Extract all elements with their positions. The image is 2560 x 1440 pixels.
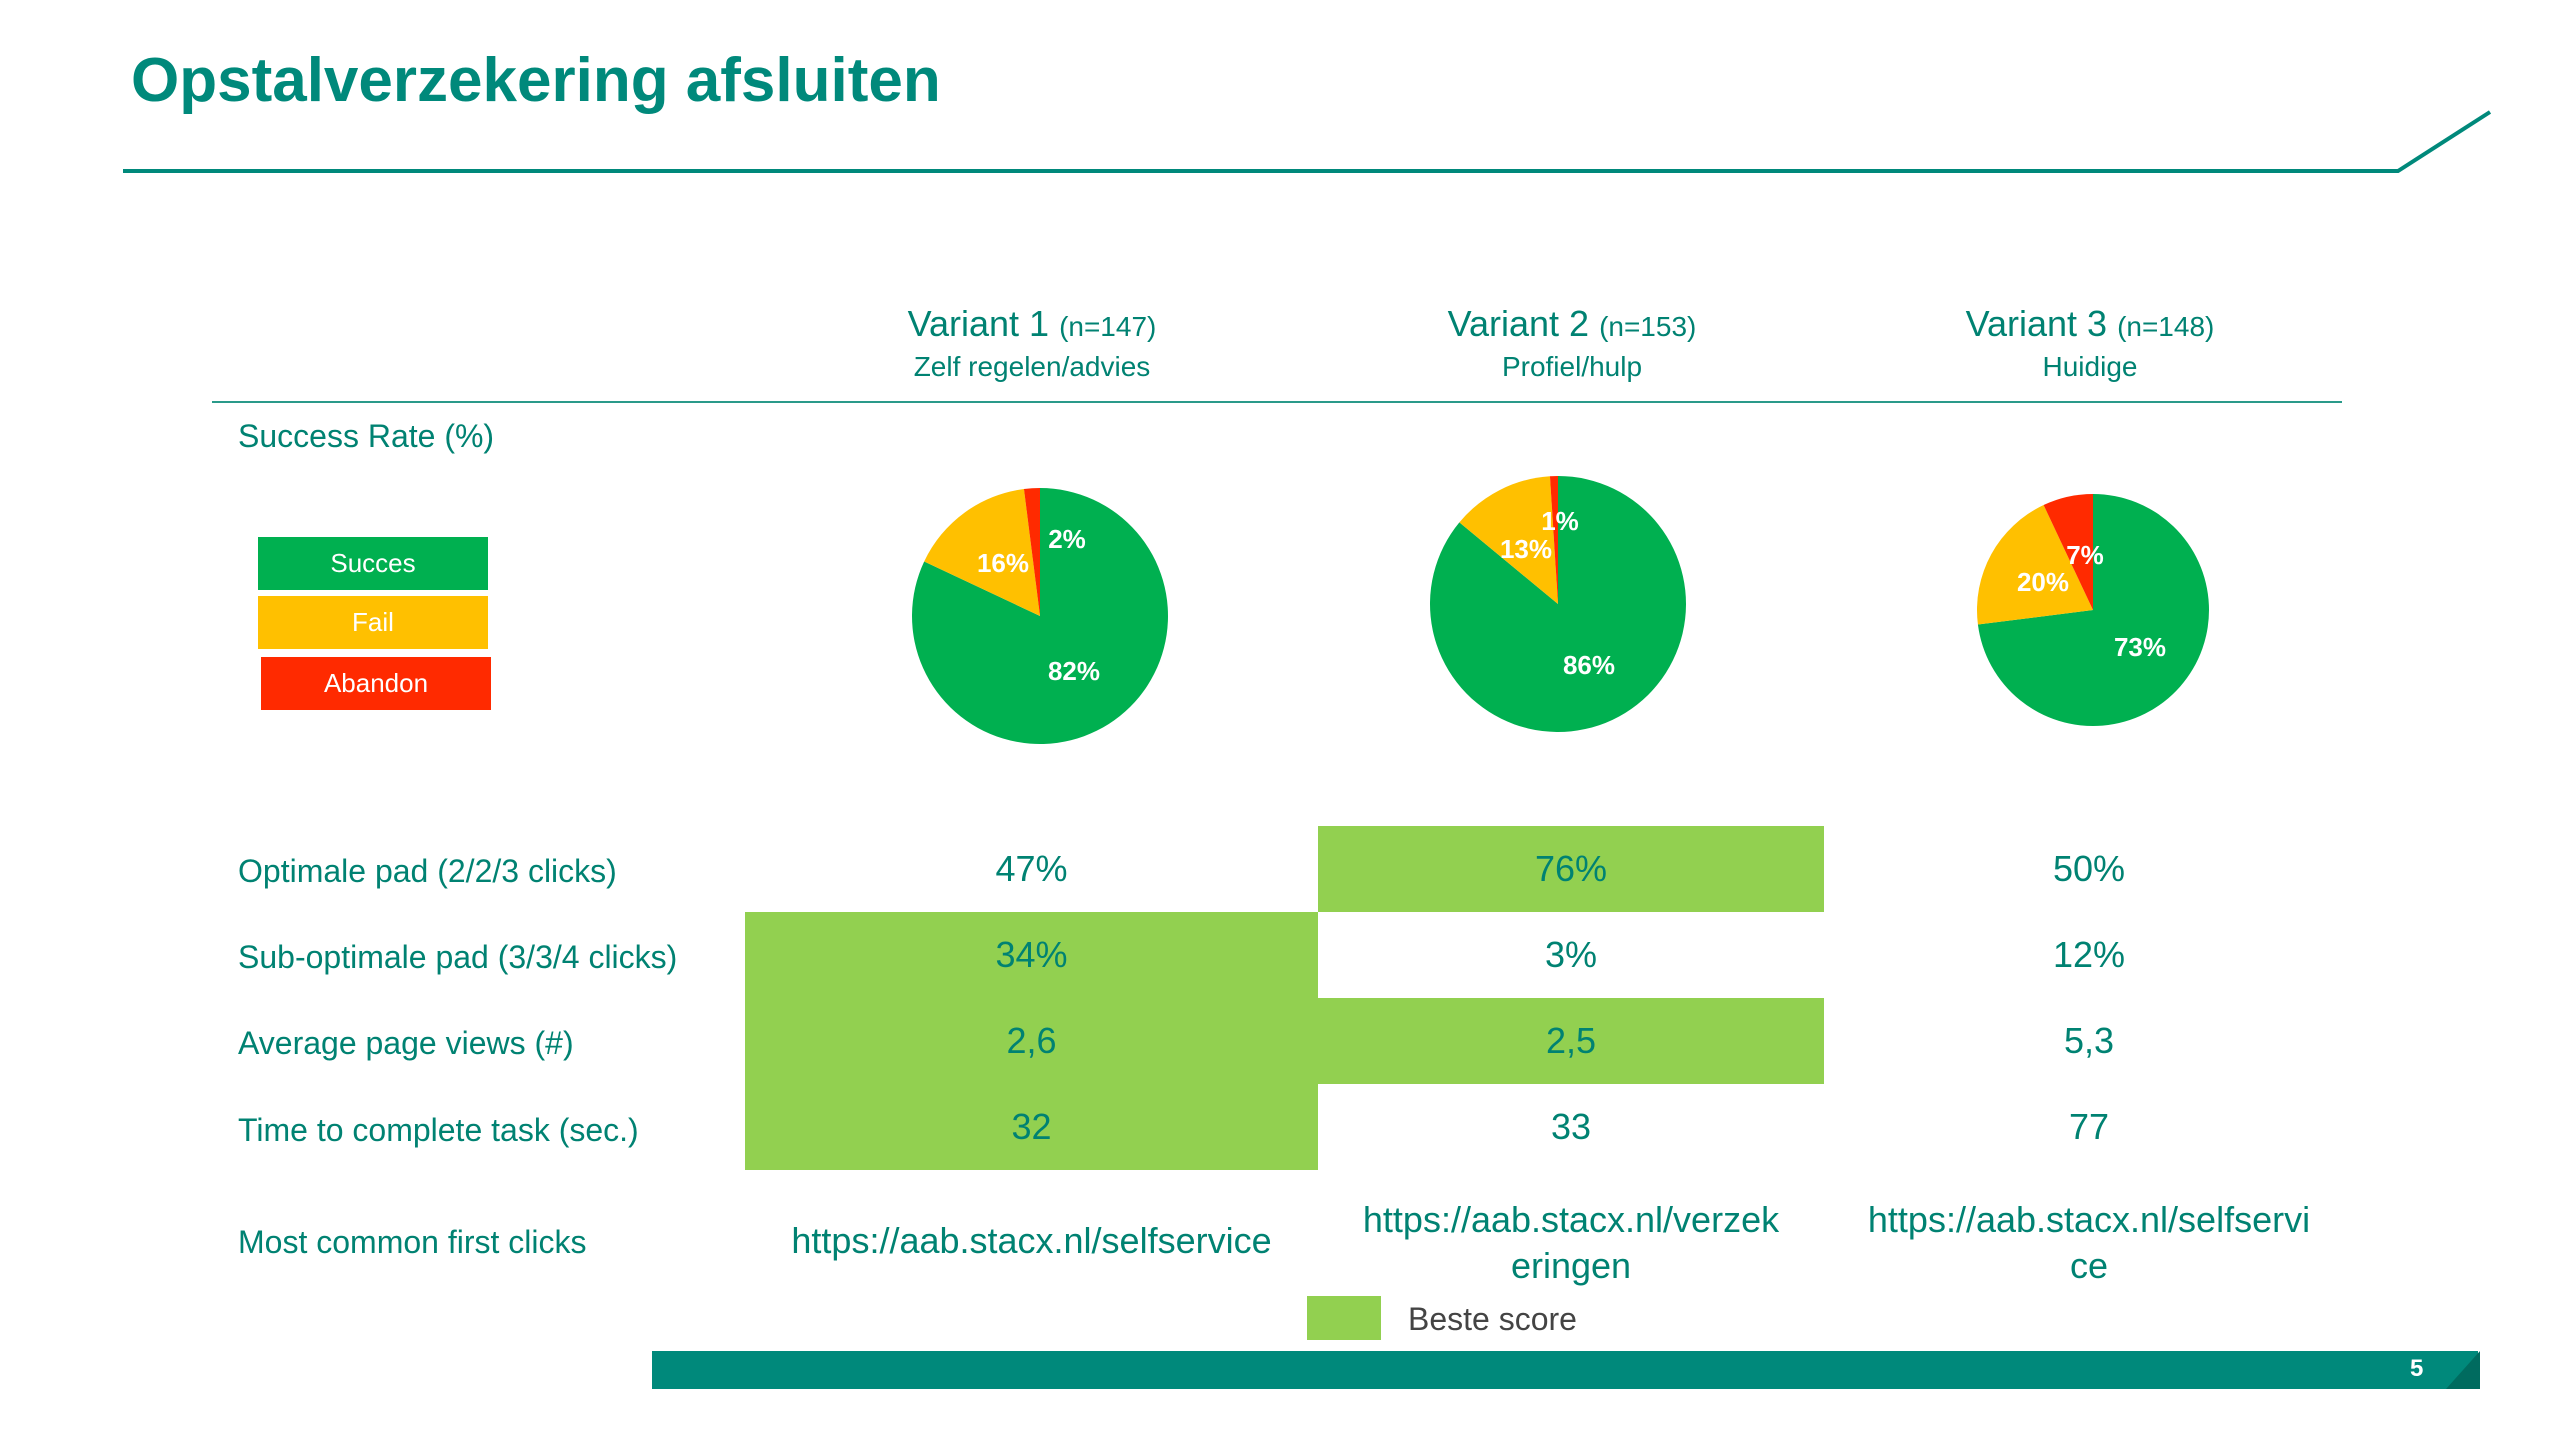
- legend-abandon: Abandon: [261, 657, 491, 710]
- pie-2-label-fail: 13%: [1500, 534, 1552, 564]
- cell-average-page-views-variant-2: 2,5: [1318, 998, 1824, 1084]
- first-click-line: eringen: [1510, 1245, 1632, 1286]
- cell-time-to-complete-variant-3: 77: [2068, 1106, 2110, 1147]
- cell-average-page-views-variant-1: 2,6: [745, 998, 1318, 1084]
- legend-succes: Succes: [258, 537, 488, 590]
- pie-1-slice-fail: [924, 489, 1040, 616]
- pie-3-slice-succes: [1977, 494, 2209, 727]
- column-n: (n=153): [1599, 311, 1697, 342]
- best-score-label: Beste score: [1408, 1301, 1577, 1337]
- first-click-line: https://aab.stacx.nl/verzek: [1362, 1199, 1780, 1240]
- page-title: Opstalverzekering afsluiten: [131, 46, 941, 115]
- pie-3-slice-fail: [1977, 505, 2093, 625]
- column-name: Variant 2: [1447, 303, 1590, 344]
- pie-2-label-abandon: 1%: [1541, 506, 1579, 536]
- pie-3-slice-abandon: [2043, 494, 2093, 610]
- cell-optimale-pad-variant-2: 76%: [1318, 826, 1824, 912]
- pie-1-slice-abandon: [1023, 488, 1040, 616]
- pie-chart-svg: 82% 16% 2% 86% 13%1% 73% 20%7%: [912, 476, 2209, 744]
- pie-3-label-abandon: 7%: [2066, 540, 2104, 570]
- column-header-variant-3: Variant 3 (n=148) Huidige: [1810, 302, 2370, 385]
- first-click-variant-2: https://aab.stacx.nl/verzek eringen: [1318, 1197, 1824, 1289]
- pie-3-label-fail: 20%: [2017, 567, 2069, 597]
- cell-optimale-pad-variant-3: 50%: [2052, 848, 2126, 889]
- pie-charts: 82% 16% 2% 86% 13% 1% 73% 20% 7%: [912, 476, 2209, 744]
- cell-sub-optimale-pad-variant-3: 12%: [2052, 934, 2126, 975]
- cell-time-to-complete-variant-2: 33: [1550, 1106, 1592, 1147]
- page-number: 5: [2410, 1355, 2424, 1382]
- first-click-line: https://aab.stacx.nl/selfservice: [791, 1220, 1272, 1261]
- first-click-variant-1: https://aab.stacx.nl/selfservice: [745, 1218, 1318, 1264]
- pie-2-label-succes: 86%: [1563, 650, 1615, 680]
- pie-3-label-succes: 73%: [2114, 632, 2166, 662]
- legend-fail: Fail: [258, 596, 488, 649]
- title-underline: [123, 110, 2492, 173]
- column-subtitle: Profiel/hulp: [1501, 351, 1643, 382]
- first-click-variant-3: https://aab.stacx.nl/selfservi ce: [1824, 1197, 2354, 1289]
- row-label-average-page-views: Average page views (#): [238, 1025, 574, 1061]
- cell-time-to-complete-variant-1: 32: [745, 1084, 1318, 1170]
- pie-2-slice-abandon: [1549, 476, 1558, 604]
- cell-average-page-views-variant-3: 5,3: [2063, 1020, 2115, 1061]
- row-label-sub-optimale-pad: Sub-optimale pad (3/3/4 clicks): [238, 939, 678, 975]
- pie-1-label-succes: 82%: [1048, 656, 1100, 686]
- column-name: Variant 1: [907, 303, 1050, 344]
- column-n: (n=148): [2117, 311, 2215, 342]
- footer-bar: [652, 1351, 2478, 1389]
- pie-1-label-abandon: 2%: [1048, 524, 1086, 554]
- success-rate-label: Success Rate (%): [238, 418, 495, 454]
- column-header-variant-1: Variant 1 (n=147) Zelf regelen/advies: [752, 302, 1312, 385]
- column-header-variant-2: Variant 2 (n=153) Profiel/hulp: [1292, 302, 1852, 385]
- cell-sub-optimale-pad-variant-1: 34%: [745, 912, 1318, 998]
- pie-2-slice-fail: [1459, 476, 1558, 604]
- first-click-line: ce: [2069, 1245, 2109, 1286]
- pie-1-label-fail: 16%: [977, 548, 1029, 578]
- row-label-optimale-pad: Optimale pad (2/2/3 clicks): [238, 853, 617, 889]
- row-label-first-clicks: Most common first clicks: [238, 1224, 587, 1260]
- cell-sub-optimale-pad-variant-2: 3%: [1544, 934, 1598, 975]
- row-label-time-to-complete: Time to complete task (sec.): [238, 1112, 639, 1148]
- column-name: Variant 3: [1965, 303, 2108, 344]
- best-score-swatch: [1307, 1296, 1381, 1340]
- column-n: (n=147): [1059, 311, 1157, 342]
- column-subtitle: Zelf regelen/advies: [913, 351, 1151, 382]
- first-click-line: https://aab.stacx.nl/selfservi: [1867, 1199, 2311, 1240]
- cell-optimale-pad-variant-1: 47%: [995, 848, 1068, 889]
- footer-corner-accent: [2446, 1351, 2480, 1389]
- column-subtitle: Huidige: [2042, 351, 2138, 382]
- header-divider: [212, 401, 2342, 403]
